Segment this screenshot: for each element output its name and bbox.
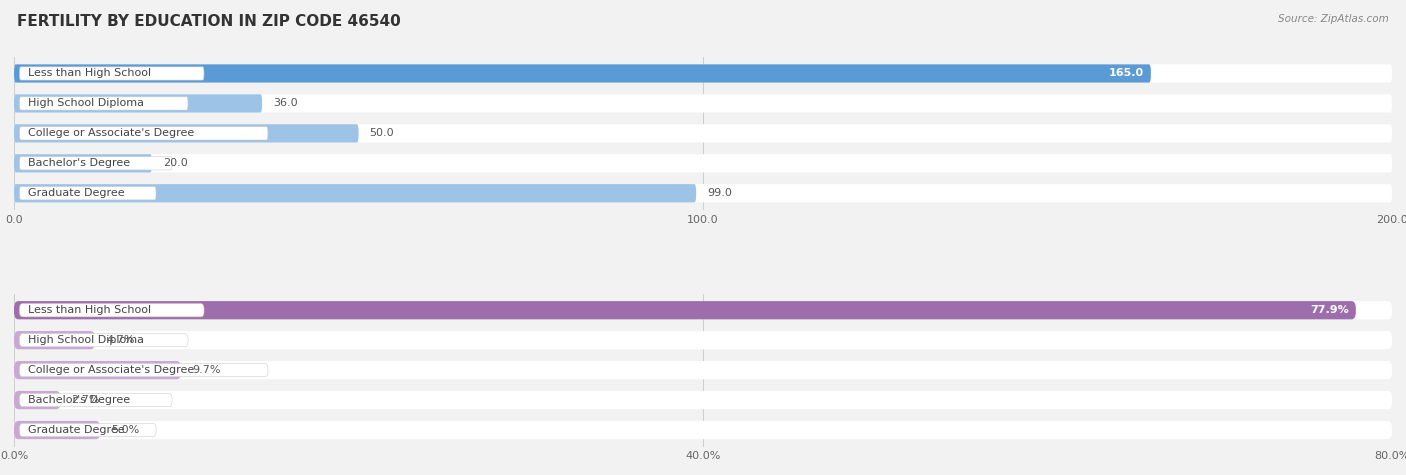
Text: FERTILITY BY EDUCATION IN ZIP CODE 46540: FERTILITY BY EDUCATION IN ZIP CODE 46540 xyxy=(17,14,401,29)
Text: Bachelor's Degree: Bachelor's Degree xyxy=(28,158,129,168)
FancyBboxPatch shape xyxy=(14,301,1392,319)
FancyBboxPatch shape xyxy=(14,391,1392,409)
FancyBboxPatch shape xyxy=(20,423,156,437)
FancyBboxPatch shape xyxy=(14,421,1392,439)
Text: College or Associate's Degree: College or Associate's Degree xyxy=(28,128,194,138)
FancyBboxPatch shape xyxy=(20,304,204,317)
Text: 2.7%: 2.7% xyxy=(72,395,100,405)
Text: 9.7%: 9.7% xyxy=(193,365,221,375)
Text: High School Diploma: High School Diploma xyxy=(28,335,143,345)
FancyBboxPatch shape xyxy=(14,154,152,172)
FancyBboxPatch shape xyxy=(20,187,156,200)
FancyBboxPatch shape xyxy=(14,124,359,142)
FancyBboxPatch shape xyxy=(14,421,100,439)
FancyBboxPatch shape xyxy=(14,95,1392,113)
FancyBboxPatch shape xyxy=(20,127,269,140)
Text: Source: ZipAtlas.com: Source: ZipAtlas.com xyxy=(1278,14,1389,24)
Text: 77.9%: 77.9% xyxy=(1310,305,1348,315)
Text: Bachelor's Degree: Bachelor's Degree xyxy=(28,395,129,405)
Text: 5.0%: 5.0% xyxy=(111,425,139,435)
FancyBboxPatch shape xyxy=(14,391,60,409)
FancyBboxPatch shape xyxy=(14,64,1392,83)
FancyBboxPatch shape xyxy=(20,393,172,407)
FancyBboxPatch shape xyxy=(14,361,181,379)
FancyBboxPatch shape xyxy=(14,184,696,202)
Text: College or Associate's Degree: College or Associate's Degree xyxy=(28,365,194,375)
FancyBboxPatch shape xyxy=(20,363,269,377)
FancyBboxPatch shape xyxy=(14,124,1392,142)
Text: High School Diploma: High School Diploma xyxy=(28,98,143,108)
FancyBboxPatch shape xyxy=(14,64,1152,83)
FancyBboxPatch shape xyxy=(14,361,1392,379)
Text: 36.0: 36.0 xyxy=(273,98,298,108)
FancyBboxPatch shape xyxy=(14,95,262,113)
FancyBboxPatch shape xyxy=(20,97,188,110)
Text: Graduate Degree: Graduate Degree xyxy=(28,425,125,435)
FancyBboxPatch shape xyxy=(14,184,1392,202)
Text: Less than High School: Less than High School xyxy=(28,68,150,78)
Text: 20.0: 20.0 xyxy=(163,158,187,168)
FancyBboxPatch shape xyxy=(14,301,1355,319)
Text: 4.7%: 4.7% xyxy=(105,335,135,345)
FancyBboxPatch shape xyxy=(20,157,172,170)
FancyBboxPatch shape xyxy=(20,67,204,80)
FancyBboxPatch shape xyxy=(14,154,1392,172)
FancyBboxPatch shape xyxy=(14,331,96,349)
FancyBboxPatch shape xyxy=(14,331,1392,349)
Text: 165.0: 165.0 xyxy=(1109,68,1144,78)
Text: Graduate Degree: Graduate Degree xyxy=(28,188,125,198)
Text: 50.0: 50.0 xyxy=(370,128,394,138)
Text: 99.0: 99.0 xyxy=(707,188,733,198)
FancyBboxPatch shape xyxy=(20,333,188,347)
Text: Less than High School: Less than High School xyxy=(28,305,150,315)
